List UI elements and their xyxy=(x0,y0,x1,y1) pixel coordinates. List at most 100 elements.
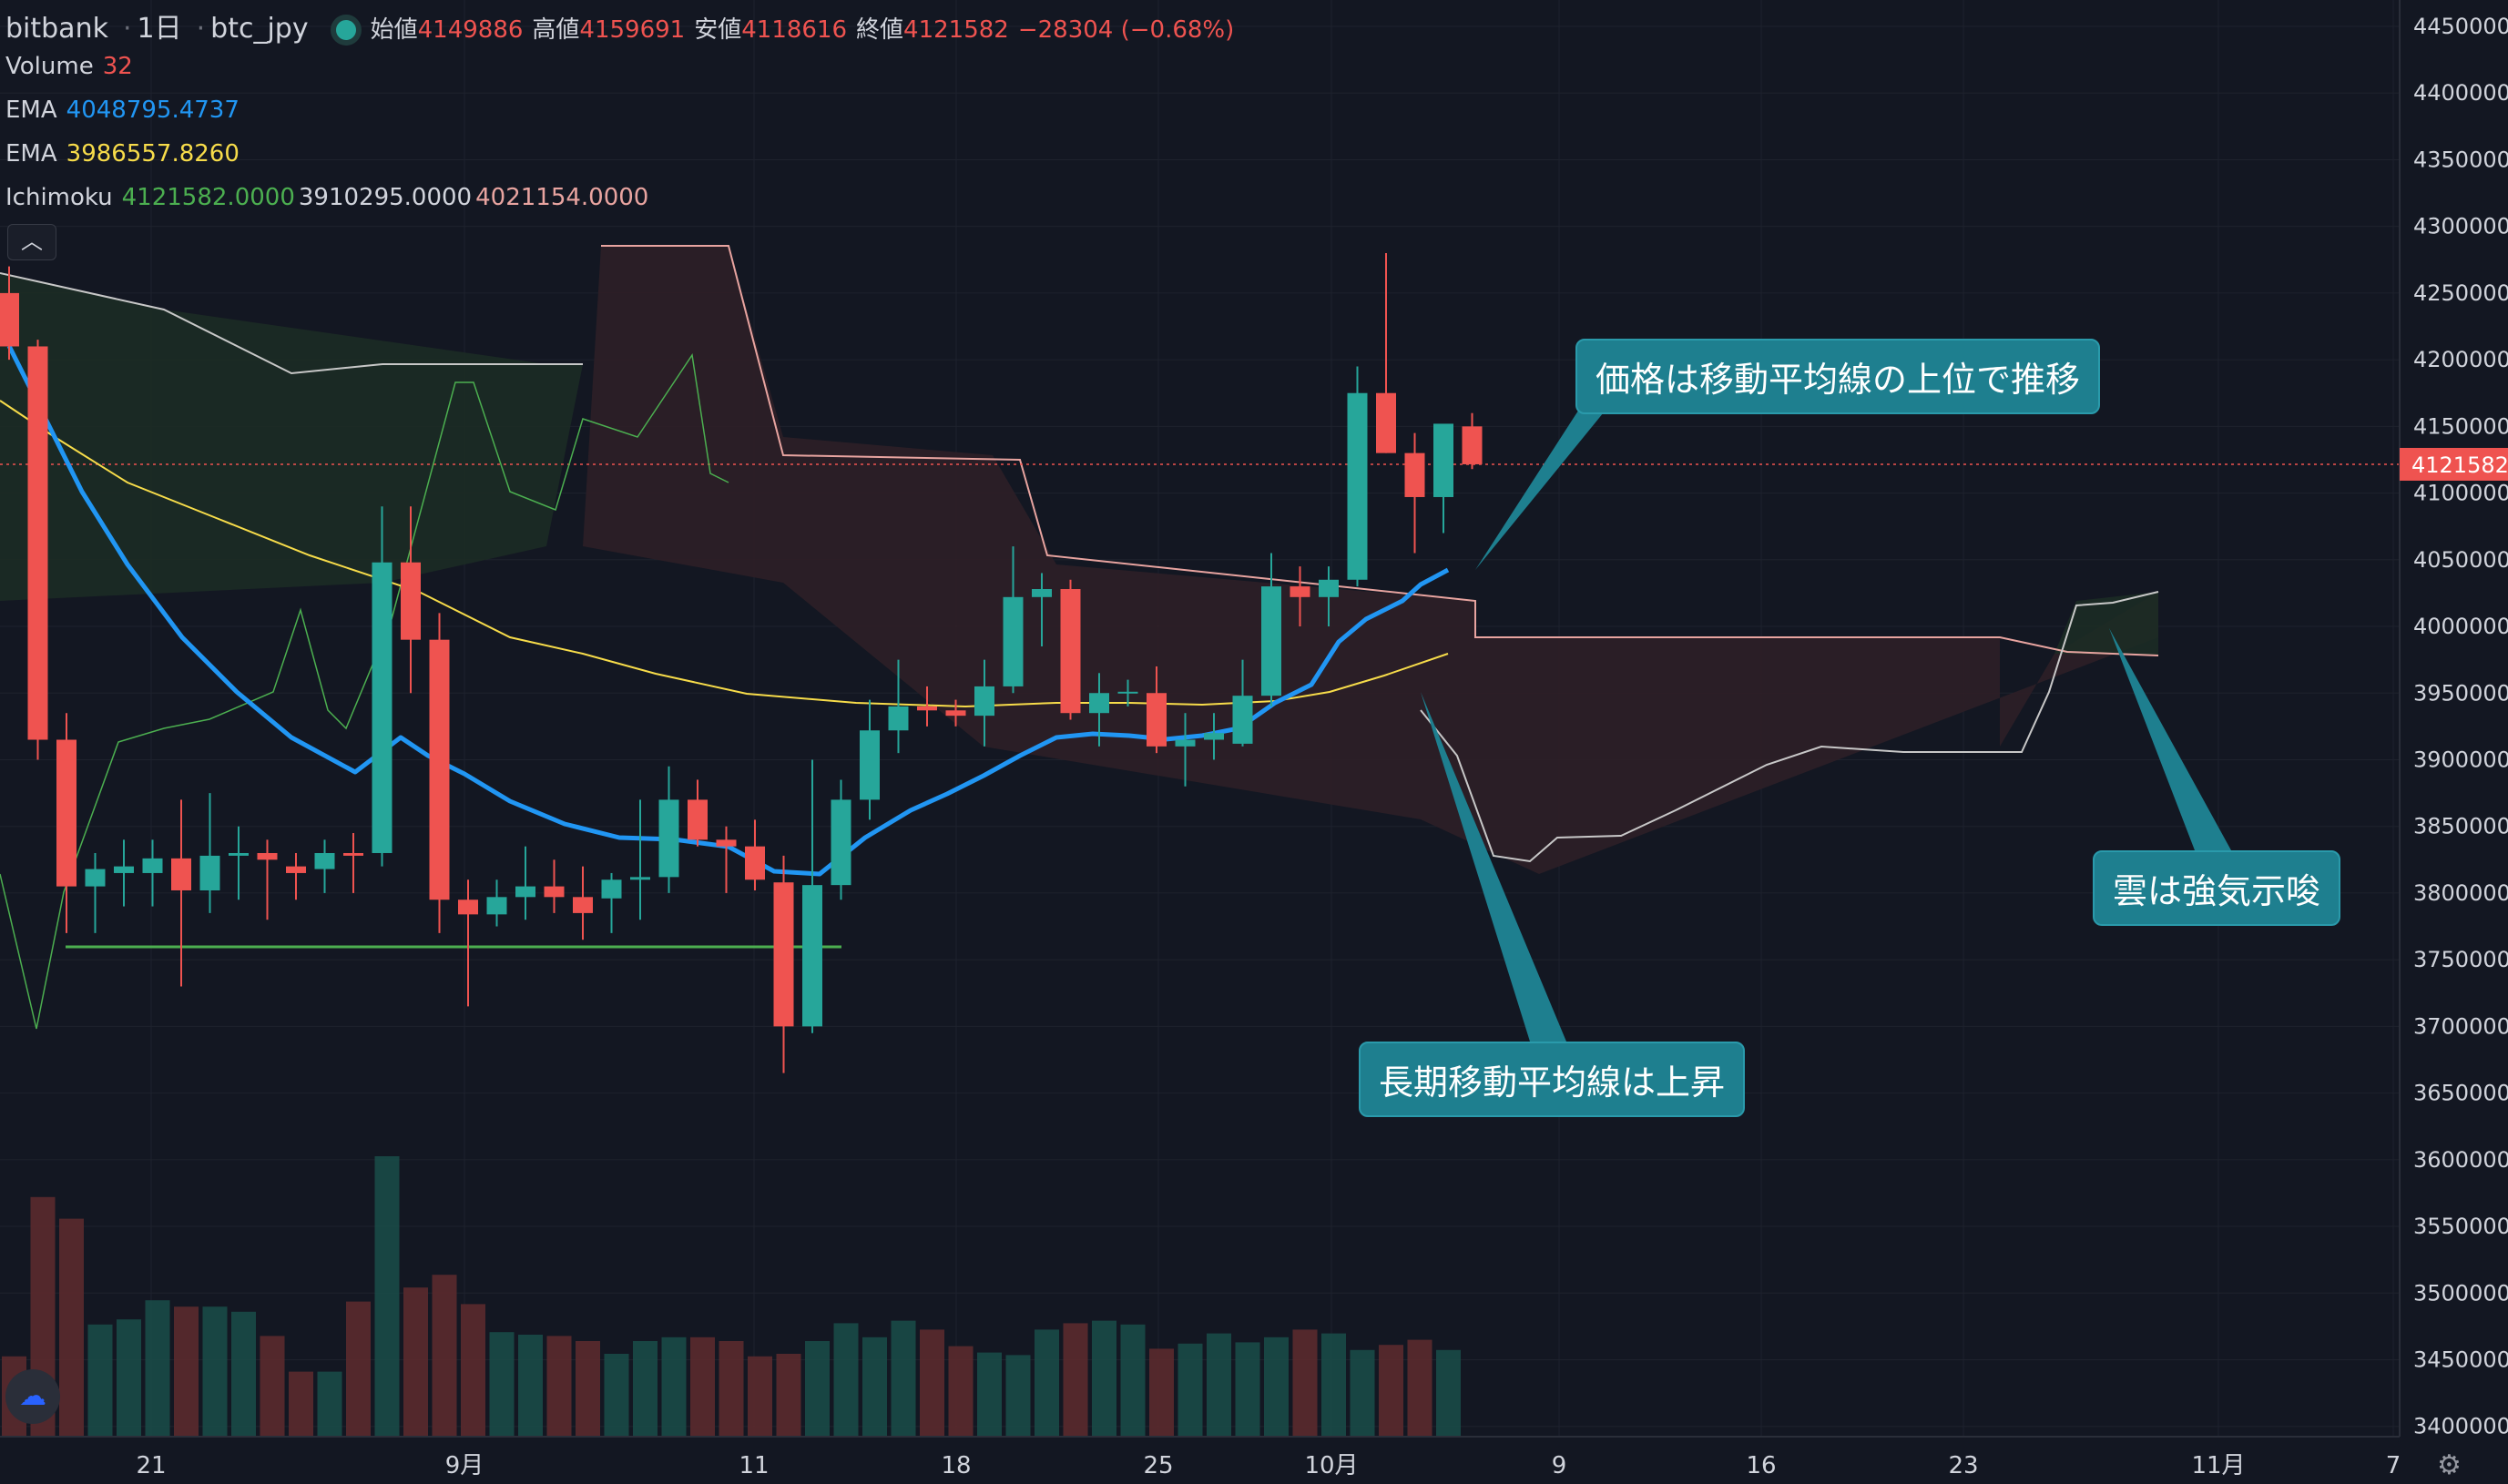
symbol-header[interactable]: bitbank · 1日 · btc_jpy 始値4149886 高値4159691 安値41… xyxy=(5,13,1235,46)
volume-bar xyxy=(1178,1343,1203,1437)
candle-body xyxy=(1347,392,1368,580)
symbol[interactable]: btc_jpy xyxy=(210,13,309,45)
collapse-legend-button[interactable]: ︿ xyxy=(7,224,56,260)
candle-body xyxy=(802,885,822,1027)
candle-body xyxy=(286,866,306,873)
time-tick-label: 11月 xyxy=(2191,1452,2245,1479)
price-tick-label: 3400000 xyxy=(2413,1414,2508,1439)
volume-bar xyxy=(920,1329,944,1437)
volume-bar xyxy=(1035,1329,1059,1437)
candle-body xyxy=(85,869,106,887)
volume-bar xyxy=(1436,1349,1461,1437)
volume-bar xyxy=(690,1337,715,1437)
volume-bar xyxy=(748,1356,772,1437)
tradingview-logo-icon[interactable]: ☁ xyxy=(5,1369,60,1424)
candle-body xyxy=(573,897,593,913)
price-tick-label: 3800000 xyxy=(2413,880,2508,906)
candle-body xyxy=(630,877,650,880)
volume-bar xyxy=(1063,1323,1088,1437)
ema-slow-legend[interactable]: EMA 3986557.8260 xyxy=(5,140,249,168)
interval[interactable]: 1日 xyxy=(137,13,182,45)
candle-body xyxy=(429,639,450,900)
candle-body xyxy=(229,852,249,856)
volume-bar xyxy=(432,1275,457,1437)
volume-bar xyxy=(1350,1349,1375,1437)
candle-body xyxy=(314,852,335,869)
volume-bar xyxy=(87,1324,113,1437)
candle-body xyxy=(1003,596,1024,686)
volume-bar xyxy=(805,1341,830,1437)
senkou-a-line xyxy=(601,245,2159,656)
volume-value: 32 xyxy=(102,53,133,80)
ichimoku-value-1: 4121582.0000 xyxy=(121,184,295,211)
time-tick-label: 9 xyxy=(1552,1452,1567,1479)
price-tick-label: 3550000 xyxy=(2413,1214,2508,1239)
candle-body xyxy=(56,739,76,887)
candle-body xyxy=(27,346,48,740)
annotation-long-ma-rising: 長期移動平均線は上昇 xyxy=(1359,1042,1746,1117)
low-label: 安値 xyxy=(694,16,742,44)
price-tick-label: 4000000 xyxy=(2413,614,2508,639)
price-tick-label: 3600000 xyxy=(2413,1147,2508,1173)
candle-body xyxy=(1147,693,1167,747)
ichimoku-legend[interactable]: Ichimoku 4121582.0000 3910295.0000 4021154.… xyxy=(5,184,658,211)
candle-body xyxy=(745,846,765,880)
candle-body xyxy=(1089,693,1109,714)
last-price-label: 4121582 xyxy=(2411,452,2508,478)
candle-body xyxy=(142,858,163,873)
candle-body xyxy=(458,900,478,915)
candlesticks xyxy=(0,252,1483,1073)
candle-body xyxy=(1261,586,1281,696)
candle-body xyxy=(601,879,622,899)
volume-legend[interactable]: Volume 32 xyxy=(5,53,142,80)
ema-slow-label: EMA xyxy=(5,140,57,168)
candle-body xyxy=(1204,733,1224,740)
candle-body xyxy=(372,562,393,853)
volume-bar xyxy=(604,1354,629,1437)
candle-body xyxy=(1376,392,1396,453)
price-tick-label: 3900000 xyxy=(2413,747,2508,772)
ema-fast-value: 4048795.4737 xyxy=(66,97,240,124)
candle-body xyxy=(1290,586,1310,597)
volume-bar xyxy=(489,1332,515,1437)
close-value: 4121582 xyxy=(903,16,1009,44)
price-tick-label: 3850000 xyxy=(2413,814,2508,839)
cloud-bullish-left xyxy=(0,273,583,601)
volume-bar xyxy=(891,1320,916,1437)
candle-body xyxy=(688,799,708,840)
high-label: 高値 xyxy=(532,16,580,44)
pointer-long-ma xyxy=(1421,692,1566,1042)
volume-bar xyxy=(862,1337,887,1437)
close-label: 終値 xyxy=(856,16,904,44)
volume-bar xyxy=(174,1306,199,1437)
time-tick-label: 21 xyxy=(136,1452,166,1479)
volume-bar xyxy=(977,1352,1002,1437)
market-status-icon xyxy=(330,14,362,46)
candle-body xyxy=(773,882,794,1027)
volume-bar xyxy=(1207,1333,1231,1437)
price-tick-label: 4150000 xyxy=(2413,413,2508,439)
volume-bar xyxy=(461,1304,485,1437)
volume-bar xyxy=(374,1156,400,1437)
candle-body xyxy=(257,852,278,860)
candle-body xyxy=(199,855,220,890)
candle-body xyxy=(917,706,937,711)
gear-icon[interactable]: ⚙ xyxy=(2437,1449,2462,1481)
price-tick-label: 3700000 xyxy=(2413,1013,2508,1039)
price-tick-label: 4400000 xyxy=(2413,80,2508,106)
volume-bar xyxy=(776,1354,801,1437)
candle-body xyxy=(114,866,134,873)
price-tick-label: 3950000 xyxy=(2413,680,2508,706)
ema-fast-legend[interactable]: EMA 4048795.4737 xyxy=(5,97,249,124)
ema-fast-label: EMA xyxy=(5,97,57,124)
price-tick-label: 3450000 xyxy=(2413,1347,2508,1373)
candle-body xyxy=(974,686,994,717)
volume-bar xyxy=(833,1323,859,1437)
volume-bar xyxy=(403,1287,428,1437)
candle-body xyxy=(860,730,880,800)
candle-body xyxy=(171,858,191,890)
open-value: 4149886 xyxy=(417,16,524,44)
candle-body xyxy=(1462,426,1483,464)
volume-bar xyxy=(719,1341,744,1437)
